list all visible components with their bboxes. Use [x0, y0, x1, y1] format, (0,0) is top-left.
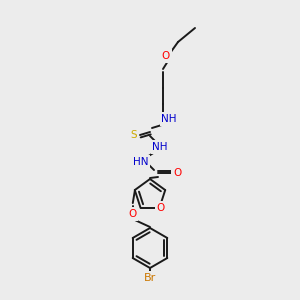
- Text: Br: Br: [144, 273, 156, 283]
- Text: O: O: [156, 203, 164, 213]
- Text: O: O: [173, 168, 181, 178]
- Text: NH: NH: [152, 142, 168, 152]
- Text: O: O: [129, 209, 137, 219]
- Text: NH: NH: [161, 114, 177, 124]
- Text: O: O: [162, 51, 170, 61]
- Text: HN: HN: [133, 157, 149, 167]
- Text: S: S: [131, 130, 137, 140]
